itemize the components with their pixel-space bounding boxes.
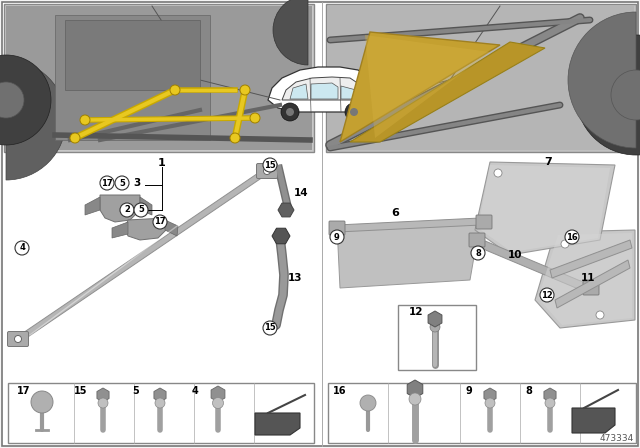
Text: 17: 17 — [154, 217, 166, 227]
Text: 17: 17 — [101, 178, 113, 188]
Text: 5: 5 — [132, 386, 139, 396]
Polygon shape — [337, 222, 480, 288]
Circle shape — [561, 240, 569, 248]
Text: 16: 16 — [333, 386, 346, 396]
Circle shape — [15, 241, 29, 255]
Circle shape — [0, 55, 51, 145]
Polygon shape — [165, 220, 178, 236]
Polygon shape — [85, 197, 100, 215]
Circle shape — [611, 70, 640, 120]
Polygon shape — [350, 42, 545, 142]
Circle shape — [0, 82, 24, 118]
Text: 3: 3 — [133, 178, 141, 188]
Circle shape — [31, 391, 53, 413]
Polygon shape — [535, 230, 635, 328]
Circle shape — [286, 108, 294, 116]
Text: 7: 7 — [544, 157, 552, 167]
Wedge shape — [273, 0, 308, 65]
Text: 9: 9 — [334, 233, 340, 241]
Text: 15: 15 — [264, 160, 276, 169]
Circle shape — [263, 321, 277, 335]
Circle shape — [100, 176, 114, 190]
Circle shape — [430, 322, 440, 332]
Polygon shape — [268, 67, 374, 112]
Text: 8: 8 — [525, 386, 532, 396]
FancyBboxPatch shape — [8, 383, 314, 443]
Circle shape — [80, 115, 90, 125]
Circle shape — [170, 85, 180, 95]
Circle shape — [250, 113, 260, 123]
FancyBboxPatch shape — [8, 332, 29, 346]
Circle shape — [540, 288, 554, 302]
Circle shape — [153, 215, 167, 229]
FancyBboxPatch shape — [4, 4, 314, 152]
Circle shape — [212, 397, 223, 409]
Polygon shape — [125, 218, 168, 240]
Polygon shape — [16, 169, 267, 342]
Polygon shape — [572, 408, 615, 433]
Text: 4: 4 — [192, 386, 199, 396]
Circle shape — [281, 103, 299, 121]
Circle shape — [471, 246, 485, 260]
Polygon shape — [255, 413, 300, 435]
Text: 2: 2 — [124, 206, 130, 215]
Polygon shape — [290, 84, 308, 99]
Polygon shape — [140, 197, 152, 215]
Text: 5: 5 — [138, 206, 144, 215]
FancyBboxPatch shape — [257, 164, 278, 178]
Circle shape — [240, 85, 250, 95]
Circle shape — [98, 398, 108, 408]
FancyBboxPatch shape — [398, 305, 476, 370]
FancyBboxPatch shape — [583, 281, 599, 295]
Polygon shape — [55, 15, 210, 140]
Polygon shape — [478, 165, 610, 252]
Circle shape — [576, 35, 640, 155]
Polygon shape — [340, 32, 500, 142]
Polygon shape — [100, 195, 140, 222]
FancyBboxPatch shape — [469, 233, 485, 247]
Text: 473334: 473334 — [600, 434, 634, 443]
Circle shape — [494, 169, 502, 177]
Text: 8: 8 — [475, 249, 481, 258]
FancyBboxPatch shape — [326, 4, 636, 152]
Circle shape — [350, 108, 358, 116]
Text: 11: 11 — [580, 273, 595, 283]
Polygon shape — [555, 260, 630, 308]
Circle shape — [120, 203, 134, 217]
Wedge shape — [568, 12, 636, 148]
FancyBboxPatch shape — [329, 221, 345, 235]
FancyBboxPatch shape — [6, 6, 312, 150]
Text: 15: 15 — [264, 323, 276, 332]
Wedge shape — [6, 60, 66, 180]
Polygon shape — [538, 233, 632, 325]
Text: 6: 6 — [391, 208, 399, 218]
Circle shape — [409, 393, 421, 405]
Text: 12: 12 — [541, 290, 553, 300]
Polygon shape — [282, 77, 366, 100]
Polygon shape — [341, 86, 358, 99]
Circle shape — [345, 103, 363, 121]
Text: 17: 17 — [17, 386, 31, 396]
Polygon shape — [65, 20, 200, 90]
Polygon shape — [476, 238, 590, 293]
Circle shape — [264, 168, 271, 175]
Circle shape — [330, 230, 344, 244]
Text: 9: 9 — [465, 386, 472, 396]
Text: 13: 13 — [288, 273, 303, 283]
Circle shape — [485, 398, 495, 408]
Text: 12: 12 — [409, 307, 423, 317]
Circle shape — [15, 336, 22, 343]
Polygon shape — [337, 218, 481, 232]
Circle shape — [155, 398, 165, 408]
Text: 5: 5 — [119, 178, 125, 188]
Circle shape — [596, 311, 604, 319]
Polygon shape — [365, 35, 490, 138]
Text: 16: 16 — [566, 233, 578, 241]
Text: 14: 14 — [294, 188, 308, 198]
Polygon shape — [550, 240, 632, 278]
Text: 4: 4 — [19, 244, 25, 253]
Polygon shape — [311, 83, 338, 99]
FancyBboxPatch shape — [328, 6, 634, 150]
Circle shape — [545, 398, 555, 408]
